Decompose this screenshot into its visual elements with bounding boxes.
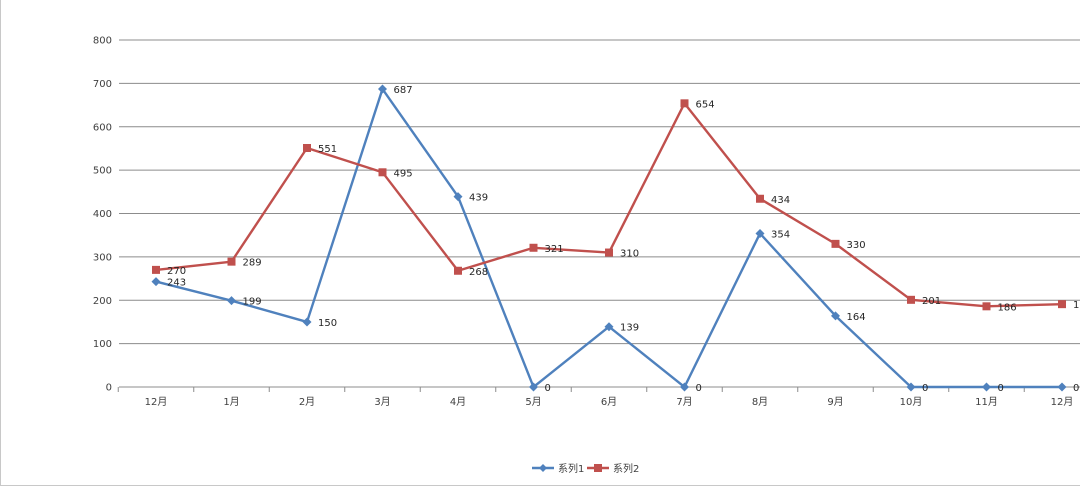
series2-data-label: 330 [847, 240, 866, 251]
series1-data-label: 0 [545, 383, 551, 394]
series2-data-label: 186 [998, 302, 1017, 313]
series2-data-label: 551 [318, 144, 337, 155]
series1-data-label: 0 [922, 383, 928, 394]
series2-point [378, 168, 387, 177]
y-tick-label: 800 [93, 36, 112, 47]
series2-data-label: 321 [545, 244, 564, 255]
legend-series1-marker [539, 464, 547, 472]
y-tick-label: 400 [93, 209, 112, 220]
x-tick-label: 5月 [525, 396, 541, 408]
series2-point [907, 295, 915, 304]
series1-point [453, 192, 463, 202]
series2-point [605, 248, 613, 257]
series1-data-label: 139 [620, 323, 639, 334]
series1-point [906, 382, 916, 392]
series1-point [1057, 382, 1067, 392]
x-tick-label: 10月 [900, 396, 923, 408]
x-tick-label: 2月 [299, 396, 315, 408]
series2-data-label: 268 [469, 267, 488, 278]
series2-data-label: 191 [1073, 300, 1080, 311]
x-tick-label: 12月 [1051, 396, 1074, 408]
series1-data-label: 687 [394, 85, 413, 96]
series2-point [529, 243, 538, 252]
data-labels: 243 199 150 687 439 0 139 0 354 164 0 0 0 270 289 551 49… [167, 85, 1080, 394]
x-tick-label: 4月 [450, 396, 466, 408]
series2-line [155, 102, 1063, 308]
legend-series1-label: 系列1 [558, 462, 584, 475]
x-tick-label: 8月 [752, 396, 768, 408]
x-tick-label: 12月 [145, 396, 168, 408]
x-tick-label: 6月 [601, 396, 617, 408]
series2-point [982, 302, 991, 311]
series1-data-label: 243 [167, 278, 186, 289]
series2-point [680, 99, 689, 108]
series2-data-label: 495 [394, 168, 413, 179]
series1-data-label: 0 [1073, 383, 1079, 394]
x-tick-label: 9月 [827, 396, 843, 408]
legend: 系列1 系列2 [532, 462, 639, 475]
series1-data-label: 199 [243, 297, 262, 308]
series1-point [982, 382, 991, 392]
series1-point [151, 277, 161, 287]
series1-point [680, 382, 689, 392]
x-tick-label: 1月 [223, 396, 239, 408]
y-tick-label: 500 [93, 166, 112, 177]
series1-data-label: 0 [998, 383, 1004, 394]
y-tick-label: 200 [93, 296, 112, 307]
series2-data-label: 434 [771, 195, 790, 206]
series2-point [831, 239, 840, 248]
series2-point [756, 194, 764, 203]
series1-point [302, 317, 312, 327]
series2-data-label: 310 [620, 249, 639, 260]
legend-series2-marker [594, 464, 602, 472]
series1-data-label: 439 [469, 193, 488, 204]
y-tick-label: 600 [93, 122, 112, 133]
series1-point [604, 322, 614, 332]
x-tick-label: 3月 [374, 396, 390, 408]
series-lines [151, 84, 1067, 392]
series1-point [831, 311, 840, 321]
x-tick-label: 11月 [975, 396, 998, 408]
series1-line [155, 87, 1062, 389]
series1-point [755, 228, 765, 238]
series2-point [152, 265, 160, 274]
gridlines [119, 39, 1080, 388]
y-tick-label: 0 [106, 383, 112, 394]
series2-data-label: 270 [167, 266, 186, 277]
series1-data-label: 164 [847, 312, 866, 323]
series2-point [454, 266, 462, 275]
legend-series2-label: 系列2 [613, 462, 639, 475]
series2-data-label: 289 [243, 258, 262, 269]
series1-point [227, 296, 236, 306]
x-axis-ticks: 12月 1月 2月 3月 4月 5月 6月 7月 8月 9月 10月 11月 12月 [117, 387, 1074, 408]
y-tick-label: 700 [93, 79, 112, 90]
series2-data-label: 201 [922, 296, 941, 307]
x-tick-label: 7月 [676, 396, 692, 408]
series2-point [227, 257, 236, 266]
series1-point [378, 84, 387, 94]
series2-point [303, 144, 311, 153]
y-tick-label: 100 [93, 339, 112, 350]
series1-data-label: 150 [318, 318, 337, 329]
series2-point [1058, 300, 1066, 309]
series1-data-label: 0 [696, 383, 702, 394]
series1-point [529, 382, 538, 392]
series2-data-label: 654 [696, 99, 715, 110]
y-axis-ticks: 0 100 200 300 400 500 600 700 800 [93, 36, 112, 394]
series1-data-label: 354 [771, 229, 790, 240]
y-tick-label: 300 [93, 252, 112, 263]
